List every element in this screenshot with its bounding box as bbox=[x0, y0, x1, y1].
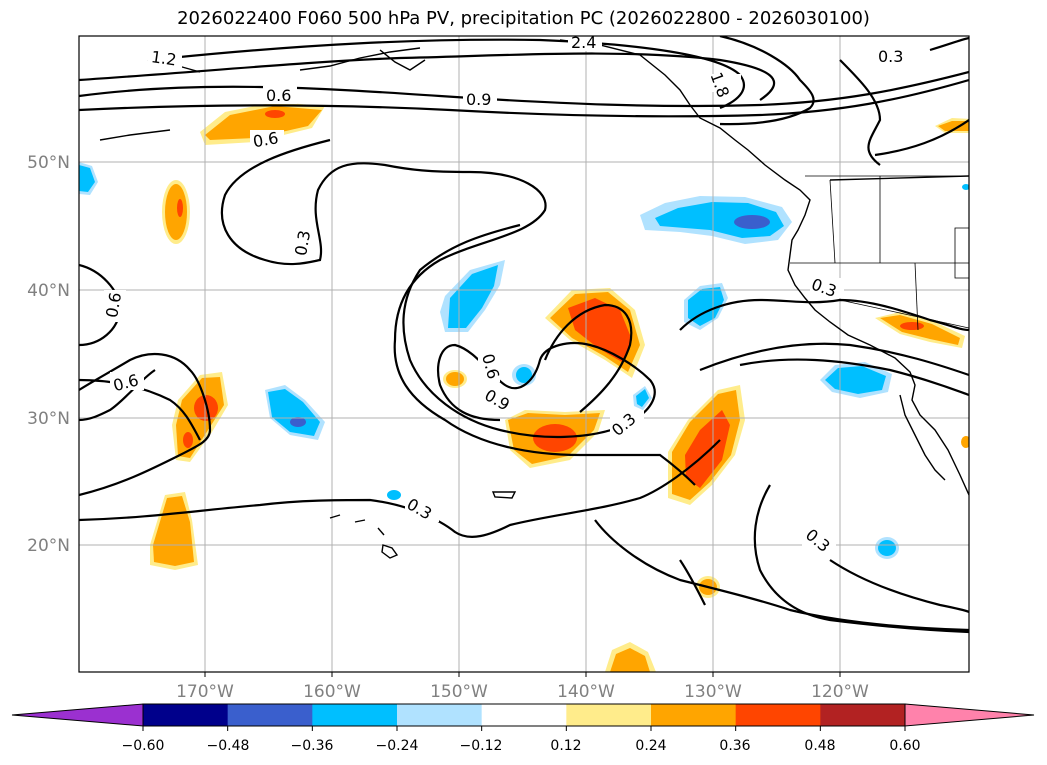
colorbar-labels: −0.60 −0.48 −0.36 −0.24 −0.12 0.12 0.24 … bbox=[122, 738, 921, 754]
lon-tick-label: 170°W bbox=[176, 682, 234, 702]
contour-label: 0.6 bbox=[266, 86, 291, 105]
lon-tick-label: 120°W bbox=[811, 682, 869, 702]
colorbar-cell bbox=[12, 704, 143, 726]
lon-tick-label: 130°W bbox=[684, 682, 742, 702]
lat-tick-label: 30°N bbox=[27, 409, 70, 429]
lat-tick-label: 50°N bbox=[27, 153, 70, 173]
lon-tick-label: 150°W bbox=[430, 682, 488, 702]
coastlines bbox=[99, 39, 969, 496]
precip-shading bbox=[79, 102, 969, 672]
contour-label: 0.6 bbox=[251, 128, 279, 151]
colorbar-cell bbox=[905, 704, 1034, 726]
map-title: 2026022400 F060 500 hPa PV, precipitatio… bbox=[177, 8, 870, 29]
colorbar-tick-label: −0.12 bbox=[460, 738, 503, 754]
map-frame bbox=[78, 35, 970, 673]
precip-negative-blob bbox=[640, 196, 792, 244]
latitude-labels: 50°N 40°N 30°N 20°N bbox=[27, 153, 70, 556]
precip-negative-blob bbox=[387, 184, 969, 500]
precip-positive-blob bbox=[162, 180, 190, 244]
precip-positive-blob bbox=[505, 410, 605, 468]
precip-negative-blob bbox=[633, 386, 652, 410]
precip-negative-blob bbox=[79, 162, 98, 195]
colorbar: −0.60 −0.48 −0.36 −0.24 −0.12 0.12 0.24 … bbox=[11, 703, 1035, 754]
colorbar-cells bbox=[12, 704, 1034, 726]
lon-tick-label: 140°W bbox=[557, 682, 615, 702]
contour-label: 0.6 bbox=[102, 291, 125, 319]
lon-tick-label: 160°W bbox=[303, 682, 361, 702]
colorbar-cell bbox=[143, 704, 229, 726]
contour-label: 2.4 bbox=[571, 33, 596, 52]
colorbar-cell bbox=[312, 704, 398, 726]
longitude-labels: 170°W 160°W 150°W 140°W 130°W 120°W bbox=[176, 682, 869, 702]
axis-ticks bbox=[204, 672, 841, 677]
colorbar-tick-label: 0.24 bbox=[635, 738, 666, 754]
state-borders bbox=[790, 175, 969, 331]
colorbar-frame bbox=[142, 703, 906, 727]
colorbar-cell bbox=[481, 704, 567, 726]
contour-label: 0.3 bbox=[291, 229, 314, 257]
precip-positive-blob bbox=[545, 288, 645, 378]
colorbar-cell bbox=[735, 704, 821, 726]
colorbar-cell bbox=[651, 704, 737, 726]
contour-label: 0.3 bbox=[878, 47, 903, 66]
pv-contours bbox=[79, 36, 969, 634]
precip-positive-blob bbox=[443, 370, 467, 388]
precip-positive-blob bbox=[961, 436, 969, 448]
colorbar-cell bbox=[397, 704, 483, 726]
islands bbox=[329, 491, 517, 559]
precip-positive-blob bbox=[935, 118, 969, 133]
colorbar-tick-label: −0.48 bbox=[207, 738, 250, 754]
precip-negative-blob bbox=[512, 364, 536, 386]
colorbar-tick-label: 0.36 bbox=[719, 738, 750, 754]
precip-positive-blob bbox=[605, 642, 656, 672]
colorbar-tick-label: 0.60 bbox=[889, 738, 920, 754]
precip-positive-blob bbox=[668, 385, 745, 505]
map-plot-area: 1.2 0.6 0.6 2.4 0.9 1.8 0.3 0.3 0.6 0.6 … bbox=[79, 33, 969, 672]
contour-label: 0.9 bbox=[466, 90, 491, 109]
contour-label: 1.2 bbox=[150, 47, 178, 69]
colorbar-cell bbox=[227, 704, 313, 726]
colorbar-ticks bbox=[142, 726, 906, 731]
colorbar-tick-label: −0.24 bbox=[376, 738, 419, 754]
precip-positive-blob bbox=[150, 492, 198, 570]
contour-labels: 1.2 0.6 0.6 2.4 0.9 1.8 0.3 0.3 0.6 0.6 … bbox=[102, 33, 909, 556]
precip-positive-blob bbox=[200, 102, 325, 145]
colorbar-tick-label: 0.12 bbox=[550, 738, 581, 754]
colorbar-tick-label: 0.48 bbox=[804, 738, 835, 754]
colorbar-cell bbox=[820, 704, 906, 726]
colorbar-tick-label: −0.60 bbox=[122, 738, 165, 754]
colorbar-cell bbox=[566, 704, 652, 726]
colorbar-tick-label: −0.36 bbox=[291, 738, 334, 754]
lat-tick-label: 20°N bbox=[27, 536, 70, 556]
precip-negative-blob bbox=[265, 385, 325, 440]
lat-tick-label: 40°N bbox=[27, 281, 70, 301]
precip-negative-blob bbox=[875, 537, 899, 559]
precip-negative-blob bbox=[440, 260, 505, 332]
